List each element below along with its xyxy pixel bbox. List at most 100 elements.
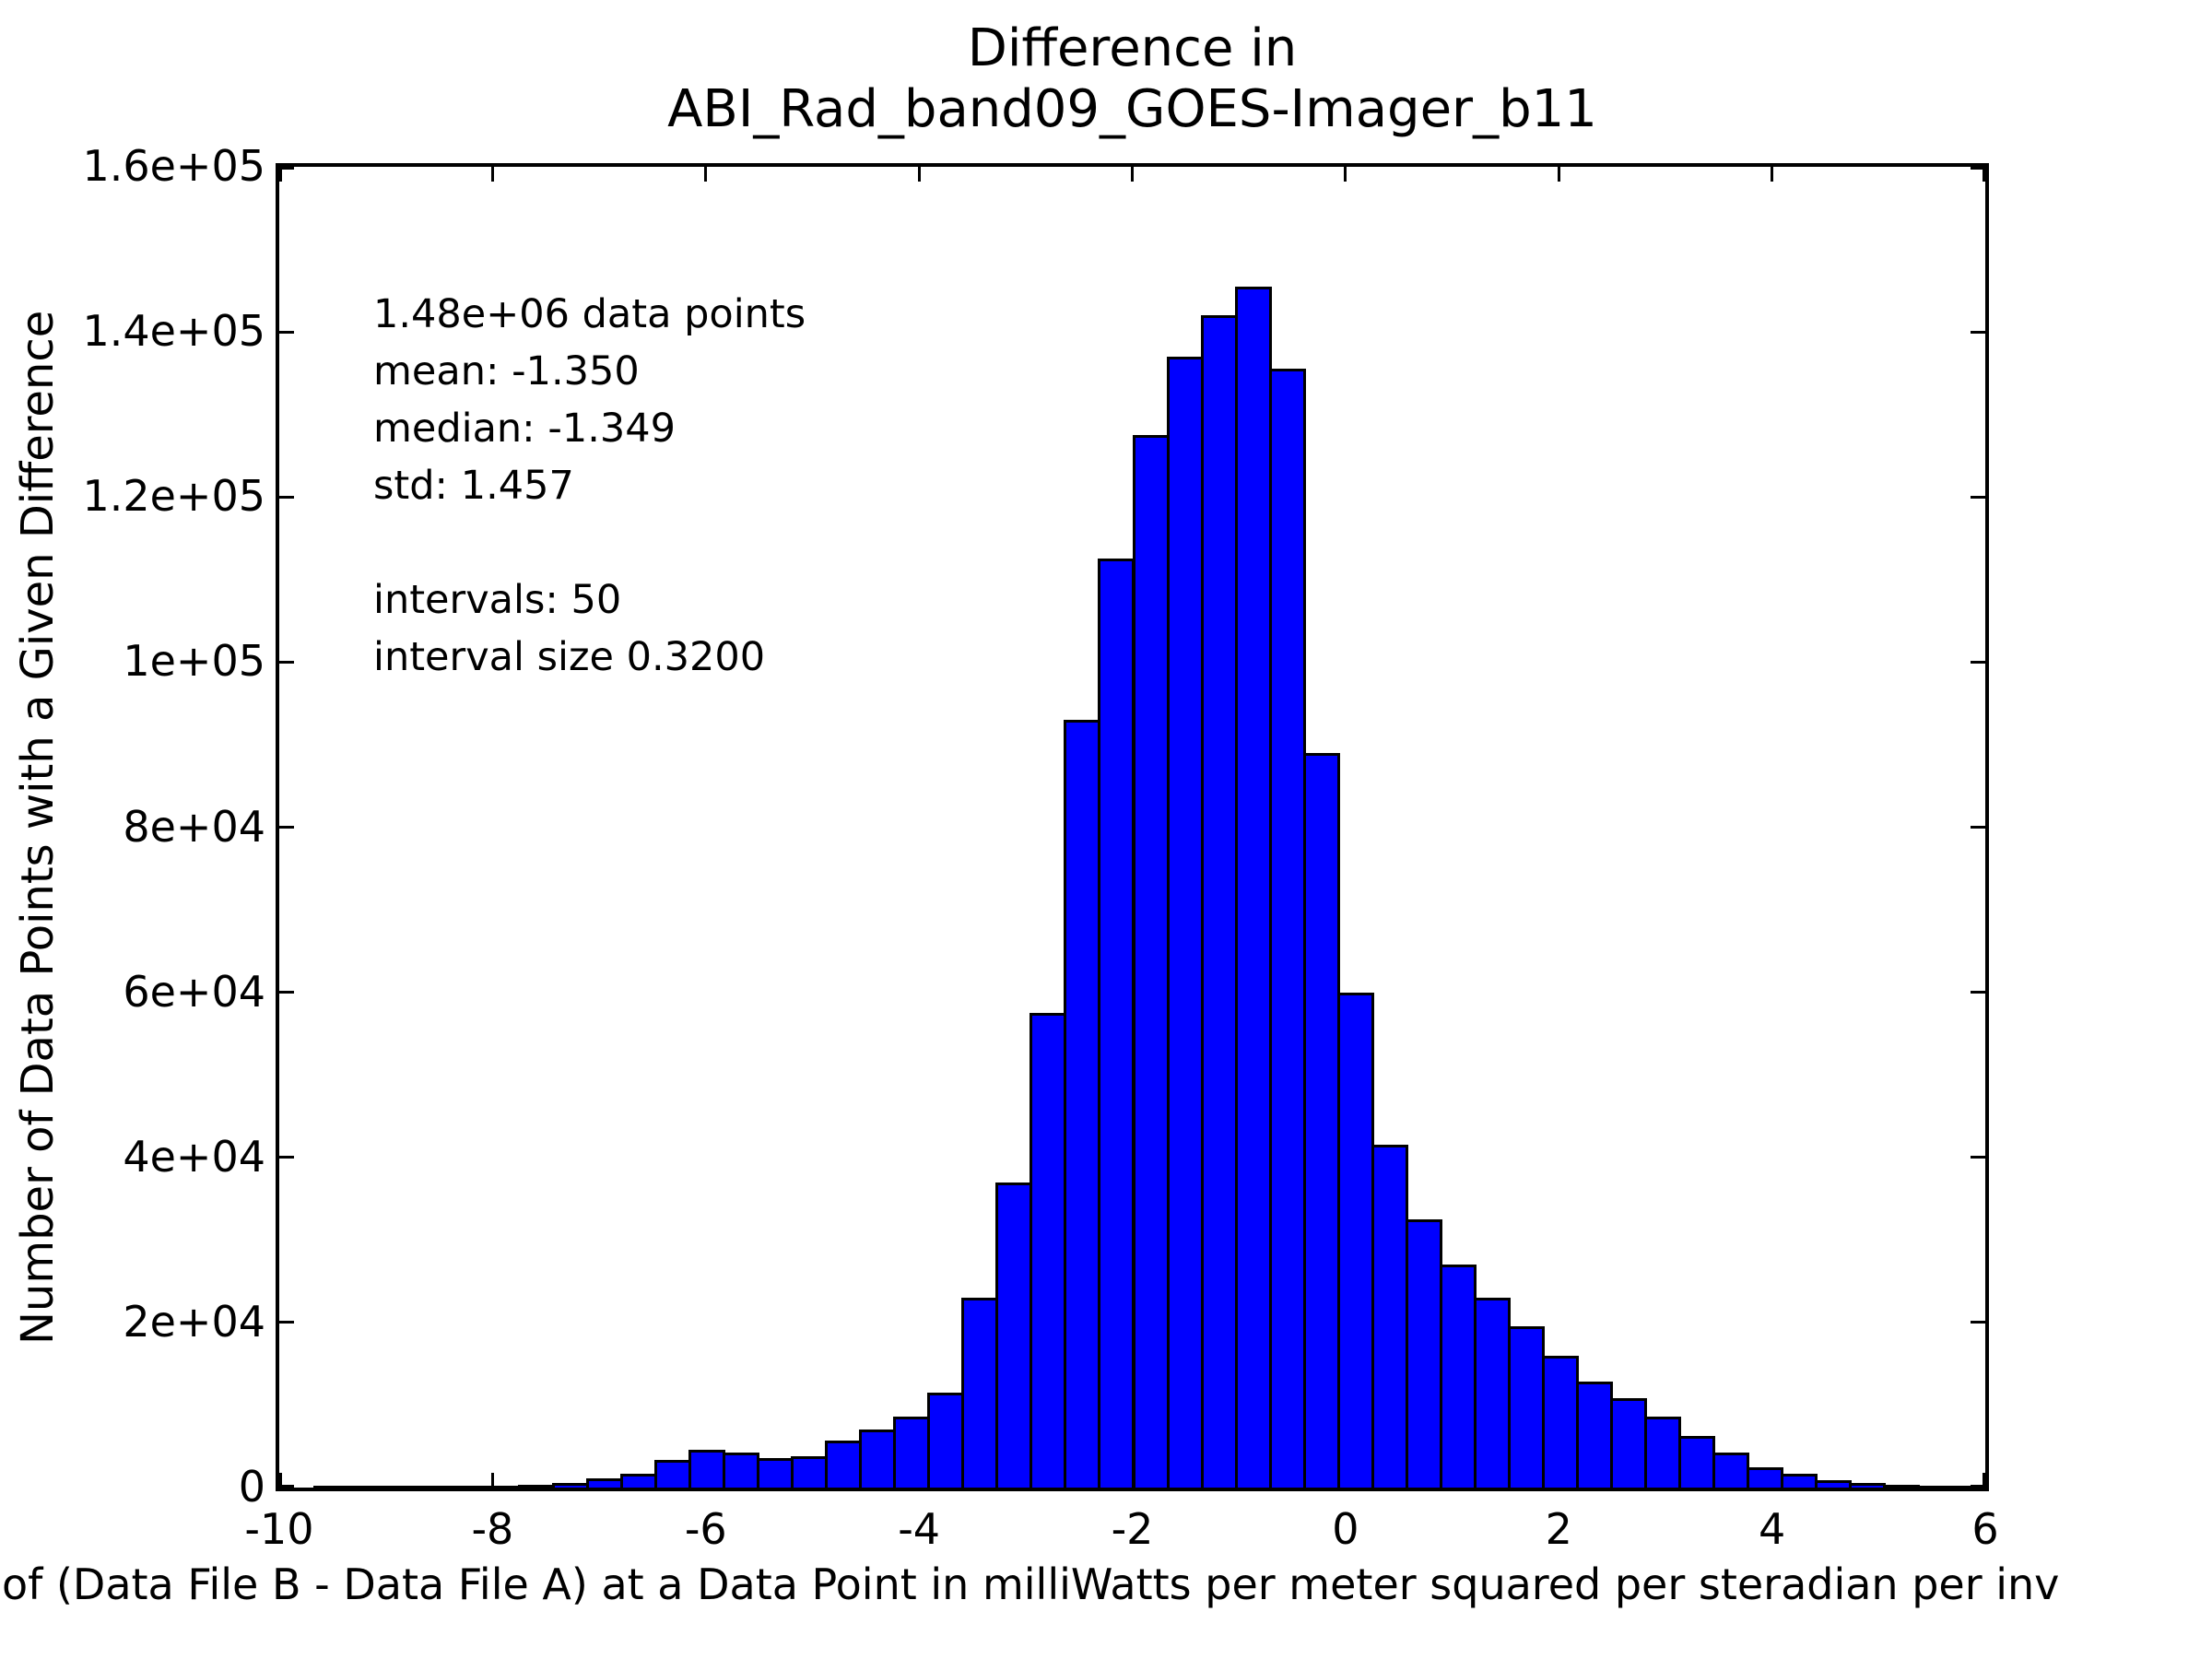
histogram-bar xyxy=(1575,1382,1613,1488)
histogram-bar xyxy=(382,1486,419,1488)
histogram-bar xyxy=(893,1416,931,1488)
tick-mark xyxy=(279,167,282,182)
histogram-bar xyxy=(1371,1145,1408,1488)
chart-title-line2: ABI_Rad_band09_GOES-Imager_b11 xyxy=(667,79,1597,139)
tick-mark xyxy=(279,991,294,994)
tick-mark xyxy=(1971,495,1985,499)
histogram-bar xyxy=(1507,1326,1545,1488)
tick-mark xyxy=(490,167,494,182)
histogram-bar xyxy=(1916,1486,1954,1488)
tick-mark xyxy=(1971,1485,1985,1488)
y-tick-label: 1.2e+05 xyxy=(82,471,265,522)
tick-mark xyxy=(1971,991,1985,994)
stats-line: median: -1.349 xyxy=(373,406,676,452)
stats-line: intervals: 50 xyxy=(373,577,622,623)
tick-mark xyxy=(279,495,294,499)
histogram-bar xyxy=(1746,1466,1783,1488)
stats-line: 1.48e+06 data points xyxy=(373,291,806,337)
tick-mark xyxy=(279,1485,294,1488)
histogram-bar xyxy=(1609,1398,1647,1488)
histogram-bar xyxy=(961,1298,999,1488)
x-axis-label: of (Data File B - Data File A) at a Data… xyxy=(2,1559,2060,1609)
tick-mark xyxy=(1971,660,1985,664)
tick-mark xyxy=(1971,1321,1985,1324)
tick-mark xyxy=(1983,167,1985,182)
histogram-bar xyxy=(1848,1482,1886,1488)
histogram-bar xyxy=(1302,752,1340,1488)
histogram-bar xyxy=(450,1486,488,1488)
histogram-bar xyxy=(518,1484,556,1488)
tick-mark xyxy=(279,167,294,170)
histogram-bar xyxy=(825,1440,863,1488)
y-tick-label: 6e+04 xyxy=(123,966,265,1017)
stats-line: mean: -1.350 xyxy=(373,348,640,394)
y-tick-label: 8e+04 xyxy=(123,801,265,852)
histogram-bar xyxy=(1473,1298,1511,1488)
histogram-bar xyxy=(416,1486,453,1488)
histogram-bar xyxy=(654,1460,692,1488)
histogram-bar xyxy=(1098,559,1135,1488)
histogram-bar xyxy=(1712,1452,1749,1488)
histogram-bar xyxy=(927,1393,965,1488)
x-tick-label: 6 xyxy=(1971,1504,1999,1554)
tick-mark xyxy=(1344,167,1347,182)
histogram-bar xyxy=(1814,1479,1852,1488)
tick-mark xyxy=(279,826,294,829)
tick-mark xyxy=(1131,167,1134,182)
histogram-bar xyxy=(1950,1486,1988,1488)
histogram-bar xyxy=(859,1430,897,1488)
histogram-bar xyxy=(1405,1218,1442,1488)
histogram-bar xyxy=(757,1457,794,1488)
stats-line: std: 1.457 xyxy=(373,463,574,509)
histogram-bar xyxy=(1234,286,1272,1488)
tick-mark xyxy=(279,1156,294,1159)
stats-annotation: 1.48e+06 data points mean: -1.350 median: … xyxy=(373,286,806,686)
x-tick-label: -4 xyxy=(898,1504,941,1554)
y-tick-label: 1.4e+05 xyxy=(82,306,265,357)
tick-mark xyxy=(279,1473,282,1488)
histogram-bar xyxy=(688,1449,726,1488)
tick-mark xyxy=(1971,167,1985,170)
histogram-bar xyxy=(995,1182,1033,1488)
x-tick-label: -6 xyxy=(684,1504,727,1554)
y-tick-label: 4e+04 xyxy=(123,1131,265,1182)
tick-mark xyxy=(1771,167,1774,182)
tick-mark xyxy=(279,1321,294,1324)
histogram-bar xyxy=(552,1482,590,1488)
chart-title-line1: Difference in xyxy=(967,18,1298,78)
tick-mark xyxy=(704,167,708,182)
tick-mark xyxy=(1971,1156,1985,1159)
histogram-bars xyxy=(279,167,1988,1488)
histogram-bar xyxy=(1643,1416,1681,1488)
stats-line xyxy=(373,514,806,571)
stats-line: interval size 0.3200 xyxy=(373,634,766,680)
x-tick-label: 0 xyxy=(1332,1504,1359,1554)
tick-mark xyxy=(279,660,294,664)
histogram-bar xyxy=(1200,315,1238,1488)
histogram-bar xyxy=(620,1473,658,1488)
histogram-bar xyxy=(1064,720,1101,1488)
histogram-bar xyxy=(347,1486,385,1488)
histogram-bar xyxy=(484,1485,522,1488)
tick-mark xyxy=(490,1473,494,1488)
y-tick-label: 1.6e+05 xyxy=(82,141,265,191)
histogram-bar xyxy=(1541,1355,1579,1488)
y-tick-label: 0 xyxy=(238,1462,265,1512)
tick-mark xyxy=(1971,826,1985,829)
tick-mark xyxy=(1983,1473,1985,1488)
chart-title: Difference in ABI_Rad_band09_GOES-Imager… xyxy=(279,18,1985,140)
plot-area xyxy=(276,163,1989,1491)
tick-mark xyxy=(917,167,921,182)
histogram-bar xyxy=(1882,1484,1920,1488)
histogram-bar xyxy=(1166,357,1204,1488)
histogram-bar xyxy=(1780,1473,1818,1488)
tick-mark xyxy=(279,330,294,334)
x-tick-label: 2 xyxy=(1545,1504,1572,1554)
histogram-bar xyxy=(1132,435,1170,1488)
histogram-bar xyxy=(791,1455,829,1488)
y-tick-label: 1e+05 xyxy=(123,636,265,687)
histogram-bar xyxy=(1030,1013,1067,1488)
x-tick-label: 4 xyxy=(1758,1504,1786,1554)
x-tick-label: -2 xyxy=(1111,1504,1154,1554)
